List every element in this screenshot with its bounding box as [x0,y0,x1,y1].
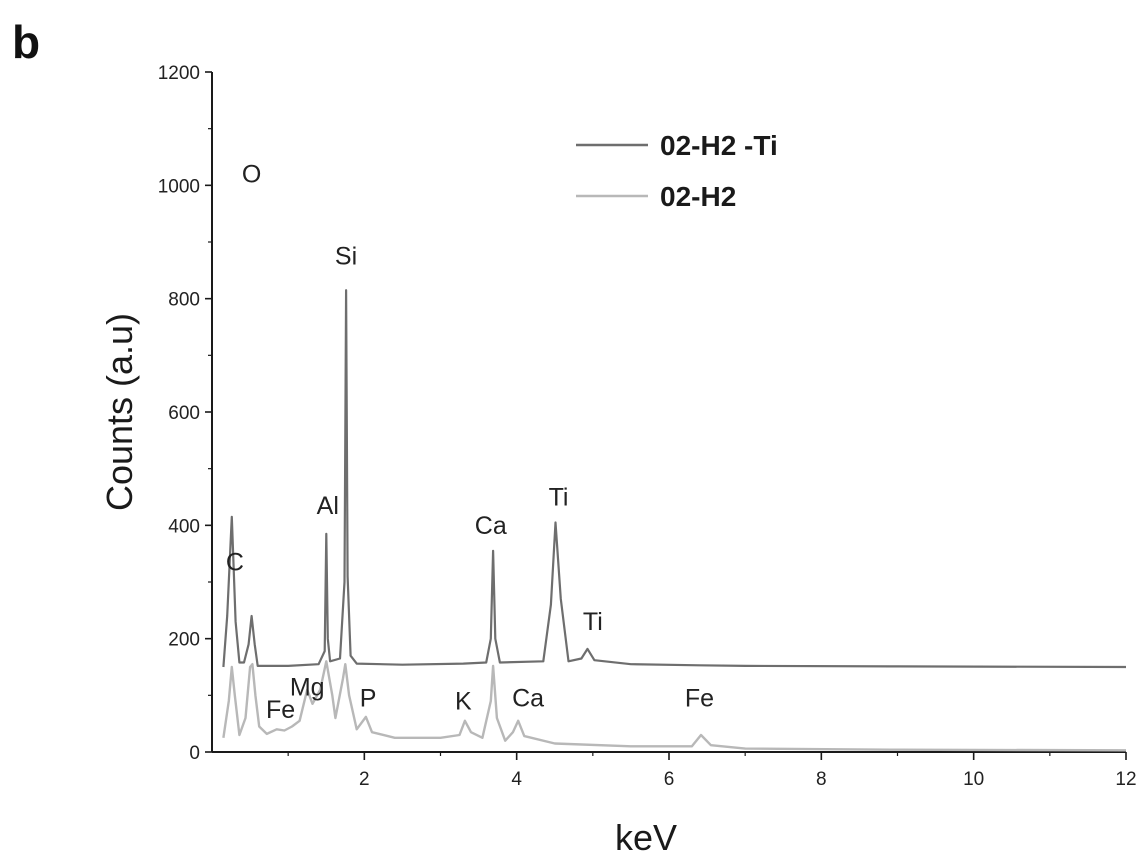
y-tick-label: 800 [168,290,200,311]
panel-label: b [12,16,40,68]
x-ticks: 2 4 6 8 10 12 [359,752,1137,790]
series-line-02-h2-ti [222,289,1127,669]
peak-label-p: P [360,685,377,713]
peak-label-ca: Ca [475,512,507,540]
y-tick-label: 600 [168,403,200,424]
peak-label-fe: Fe [685,685,714,713]
peak-label-c: C [226,549,244,577]
y-axis-title: Counts (a.u) [99,313,140,511]
legend: 02-H2 -Ti 02-H2 [576,130,778,212]
peak-label-al: Al [317,492,339,520]
x-axis-title: keV [615,817,677,858]
series-layer [222,289,1127,752]
y-tick-label: 200 [168,630,200,651]
x-tick-label: 6 [664,769,675,790]
x-tick-label: 2 [359,769,370,790]
plot-axes [211,72,1126,753]
minor-ticks [208,128,1051,756]
x-tick-label: 12 [1115,769,1136,790]
peak-label-ti: Ti [583,608,603,636]
legend-label-02-h2-ti: 02-H2 -Ti [660,130,778,161]
series-line-02-h2 [222,660,1127,752]
peak-label-o: O [242,161,261,189]
peak-label-fe: Fe [266,696,295,724]
y-tick-label: 1200 [158,63,200,84]
peak-label-ti: Ti [549,484,569,512]
peak-label-si: Si [335,243,357,271]
peak-label-ca: Ca [512,685,544,713]
x-tick-label: 4 [511,769,522,790]
y-ticks: 0 200 400 600 800 1000 1200 [158,63,212,764]
x-tick-label: 8 [816,769,827,790]
y-tick-label: 0 [189,743,200,764]
peak-label-k: K [455,688,472,716]
y-tick-label: 400 [168,516,200,537]
legend-label-02-h2: 02-H2 [660,181,736,212]
x-tick-label: 10 [963,769,984,790]
y-tick-label: 1000 [158,176,200,197]
peak-label-mg: Mg [290,673,325,701]
